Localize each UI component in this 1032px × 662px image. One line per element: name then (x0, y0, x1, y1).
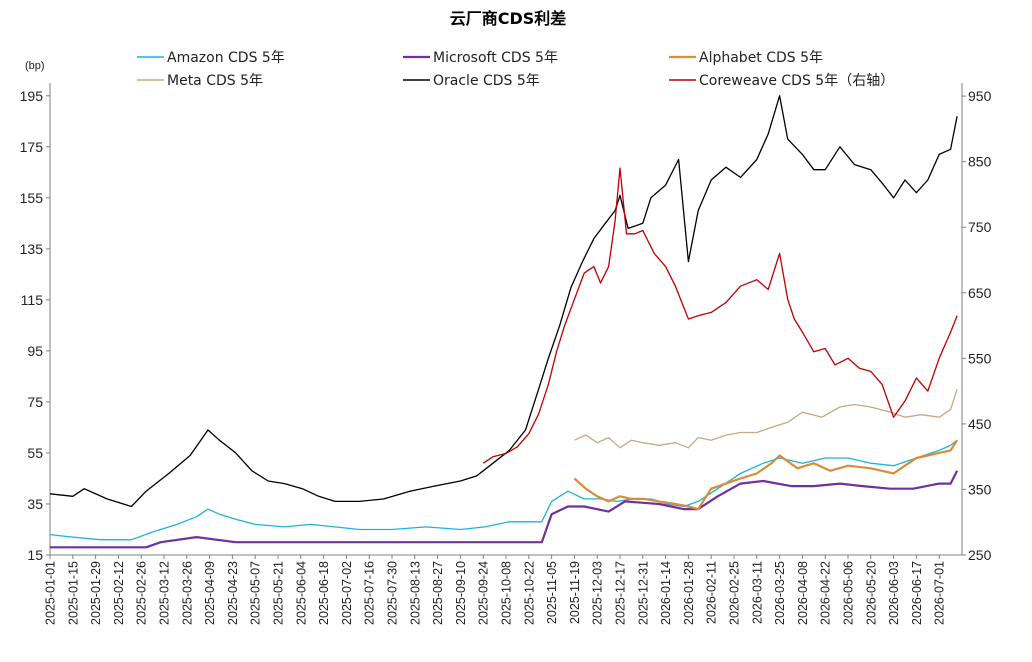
x-tick-label: 2025-02-26 (135, 561, 149, 625)
y-right-ticks: 250 350 450 550 650 750 850 950 (962, 88, 992, 563)
x-tick-label: 2025-12-03 (591, 561, 605, 625)
y-left-tick-label: 75 (27, 394, 43, 410)
x-tick-label: 2025-09-10 (454, 561, 468, 625)
y-left-tick-label: 35 (27, 496, 43, 512)
y-left-ticks: 15 35 55 75 95 115 135 155 175 195 (20, 88, 50, 563)
y-right-tick-label: 450 (968, 416, 992, 432)
x-tick-label: 2025-10-22 (522, 561, 536, 625)
y-left-tick-label: 135 (20, 241, 44, 257)
legend: Amazon CDS 5年 Microsoft CDS 5年 Alphabet CD… (137, 50, 894, 89)
x-tick-label: 2025-07-02 (340, 561, 354, 625)
series-line (49, 439, 958, 541)
x-tick-label: 2025-01-15 (66, 561, 80, 625)
x-tick-label: 2025-02-12 (112, 561, 126, 625)
x-tick-label: 2026-06-17 (910, 561, 924, 625)
x-tick-label: 2025-06-18 (317, 561, 331, 625)
x-tick-label: 2026-01-28 (682, 561, 696, 625)
y-left-tick-label: 155 (20, 190, 44, 206)
legend-label: Alphabet CDS 5年 (699, 50, 823, 66)
x-tick-label: 2026-04-22 (819, 561, 833, 625)
y-left-tick-label: 175 (20, 139, 44, 155)
y-right-tick-label: 750 (968, 219, 992, 235)
x-tick-label: 2025-10-08 (500, 561, 514, 625)
series-line (482, 167, 958, 464)
y-left-tick-label: 115 (21, 292, 44, 308)
series-line (573, 439, 959, 511)
y-right-tick-label: 550 (968, 350, 992, 366)
x-tick-label: 2026-06-03 (887, 561, 901, 625)
chart-title: 云厂商CDS利差 (450, 9, 567, 28)
x-tick-label: 2026-04-08 (796, 561, 810, 625)
y-left-tick-label: 195 (20, 88, 44, 104)
x-tick-label: 2025-04-23 (226, 561, 240, 625)
x-tick-label: 2025-03-26 (180, 561, 194, 625)
y-right-tick-label: 350 (968, 481, 992, 497)
y-right-tick-label: 950 (968, 88, 992, 104)
x-tick-label: 2025-06-04 (294, 561, 308, 625)
x-tick-label: 2025-08-13 (408, 561, 422, 625)
x-tick-label: 2025-08-27 (431, 561, 445, 625)
x-tick-label: 2025-12-17 (614, 561, 628, 625)
legend-label: Coreweave CDS 5年（右轴） (699, 73, 894, 89)
x-tick-label: 2025-12-31 (636, 561, 650, 625)
x-tick-label: 2026-07-01 (933, 561, 947, 625)
x-ticks: 2025-01-01 2025-01-15 2025-01-29 2025-02-12… (44, 555, 947, 625)
x-tick-label: 2025-11-05 (545, 561, 559, 624)
x-tick-label: 2025-04-09 (203, 561, 217, 625)
x-tick-label: 2025-05-21 (272, 561, 286, 625)
legend-label: Meta CDS 5年 (167, 73, 263, 89)
x-tick-label: 2026-01-14 (659, 561, 673, 625)
x-tick-label: 2025-07-30 (386, 561, 400, 625)
x-tick-label: 2025-03-12 (158, 561, 172, 625)
series-line (50, 470, 959, 549)
x-tick-label: 2025-01-29 (89, 561, 103, 625)
y-left-tick-label: 15 (27, 547, 43, 563)
y-left-tick-label: 55 (27, 445, 43, 461)
x-tick-label: 2026-05-06 (842, 561, 856, 625)
legend-label: Amazon CDS 5年 (167, 50, 285, 66)
y-left-tick-label: 95 (27, 343, 43, 359)
x-tick-label: 2026-03-11 (750, 561, 764, 624)
legend-label: Microsoft CDS 5年 (433, 50, 558, 66)
x-tick-label: 2026-02-25 (728, 561, 742, 625)
x-tick-label: 2026-05-20 (864, 561, 878, 625)
x-tick-label: 2025-07-16 (363, 561, 377, 625)
x-tick-label: 2026-02-11 (705, 561, 719, 624)
x-tick-label: 2026-03-25 (773, 561, 787, 625)
y-left-unit: (bp) (25, 60, 45, 72)
x-tick-label: 2025-09-24 (477, 561, 491, 625)
x-tick-label: 2025-11-19 (568, 561, 582, 624)
y-right-tick-label: 650 (968, 285, 992, 301)
x-tick-label: 2025-01-01 (44, 561, 58, 625)
y-right-tick-label: 250 (968, 547, 992, 563)
legend-label: Oracle CDS 5年 (433, 73, 540, 89)
series-line (574, 389, 958, 449)
series-lines (49, 95, 959, 549)
series-line (49, 95, 958, 508)
x-tick-label: 2025-05-07 (249, 561, 263, 625)
y-right-tick-label: 850 (968, 154, 992, 170)
